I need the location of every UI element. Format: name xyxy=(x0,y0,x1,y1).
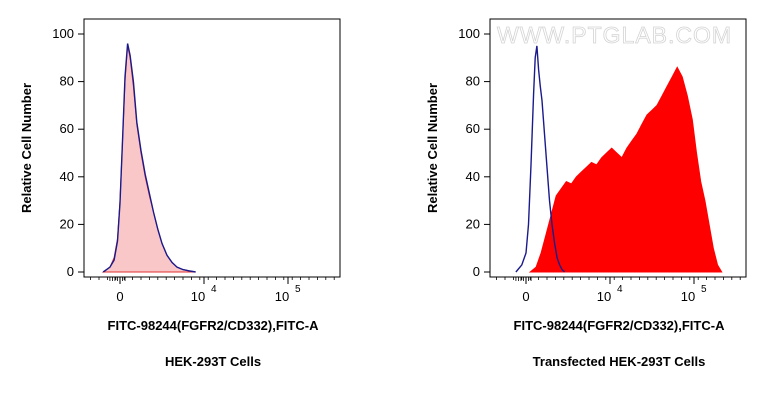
left-plot-frame xyxy=(83,18,341,278)
right-y-tick-label: 80 xyxy=(466,74,480,89)
left-x-axis-title: FITC-98244(FGFR2/CD332),FITC-A xyxy=(108,318,320,333)
left-plot-area: 0 20 40 60 80 100 0 10 4 10 5 xyxy=(52,26,335,304)
right-line-histogram xyxy=(515,45,566,273)
left-y-tick-label: 0 xyxy=(67,264,74,279)
watermark: WWW.PTGLAB.COM xyxy=(497,22,732,48)
right-y-tick-label: 20 xyxy=(466,216,480,231)
left-line-histogram xyxy=(102,43,196,273)
left-y-tick-label: 60 xyxy=(60,121,74,136)
left-y-axis-title: Relative Cell Number xyxy=(19,83,34,213)
left-y-tick-label: 20 xyxy=(60,216,74,231)
right-plot-frame xyxy=(489,18,747,278)
left-x-tick-label: 0 xyxy=(116,289,123,304)
left-caption: HEK-293T Cells xyxy=(165,354,261,369)
right-filled-histogram xyxy=(528,66,723,273)
right-plot-area: 0 20 40 60 80 100 0 10 4 10 5 xyxy=(458,26,741,304)
right-histogram-panel: 0 20 40 60 80 100 0 10 4 10 5 WWW.PTGLAB.COM Relat… xyxy=(425,18,747,369)
right-x-tick-label: 0 xyxy=(522,289,529,304)
left-x-tick-exponent: 4 xyxy=(211,284,217,295)
right-caption: Transfected HEK-293T Cells xyxy=(533,354,706,369)
right-x-tick-exponent: 5 xyxy=(701,284,707,295)
right-x-tick-label: 10 xyxy=(681,289,695,304)
left-x-tick-label: 10 xyxy=(275,289,289,304)
right-x-tick-exponent: 4 xyxy=(617,284,623,295)
right-y-axis-title: Relative Cell Number xyxy=(425,83,440,213)
left-x-tick-label: 10 xyxy=(191,289,205,304)
right-y-tick-label: 0 xyxy=(473,264,480,279)
left-y-tick-label: 100 xyxy=(52,26,74,41)
right-x-tick-label: 10 xyxy=(597,289,611,304)
right-x-axis-title: FITC-98244(FGFR2/CD332),FITC-A xyxy=(514,318,726,333)
right-y-tick-label: 40 xyxy=(466,169,480,184)
left-y-tick-label: 80 xyxy=(60,74,74,89)
right-y-tick-label: 60 xyxy=(466,121,480,136)
left-x-tick-exponent: 5 xyxy=(295,284,301,295)
right-y-tick-label: 100 xyxy=(458,26,480,41)
left-histogram-panel: 0 20 40 60 80 100 0 10 4 10 5 Relative Cell Number… xyxy=(19,18,341,369)
left-y-tick-label: 40 xyxy=(60,169,74,184)
